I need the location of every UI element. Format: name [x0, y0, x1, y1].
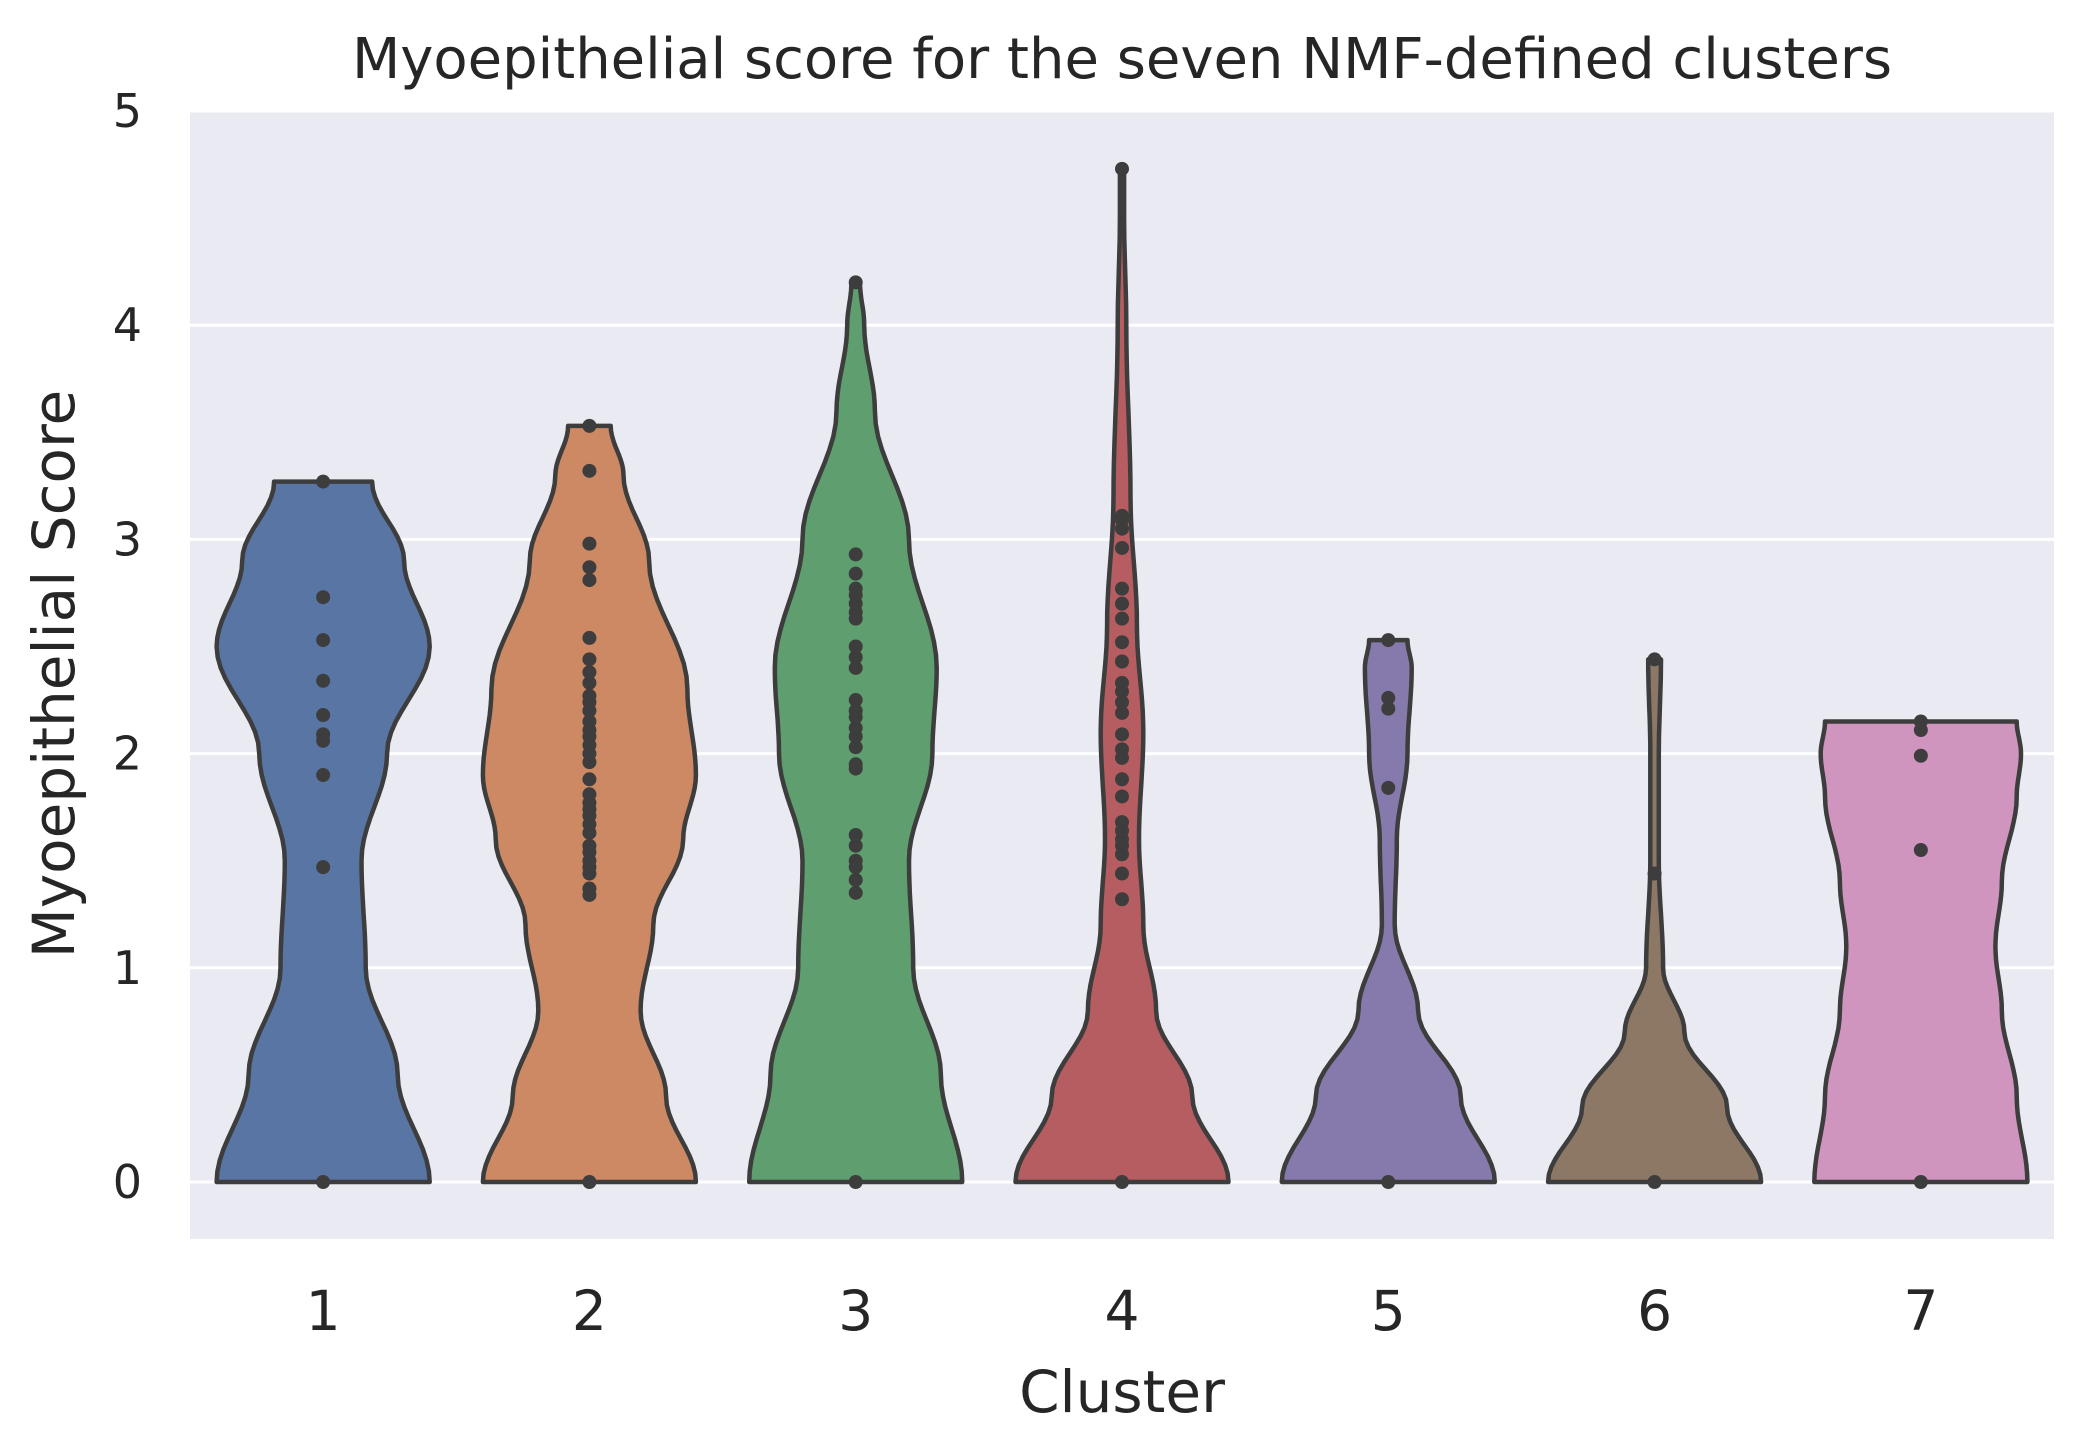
point-cluster-4-20 [1115, 596, 1129, 611]
point-cluster-3-5 [848, 838, 863, 853]
point-cluster-4-25 [1115, 508, 1129, 523]
point-cluster-4-12 [1115, 727, 1129, 742]
point-cluster-3-25 [848, 275, 863, 290]
point-cluster-3-9 [848, 740, 863, 755]
point-cluster-5-4 [1381, 633, 1396, 648]
point-cluster-4-18 [1115, 635, 1129, 650]
point-cluster-5-2 [1381, 701, 1396, 716]
point-cluster-5-0 [1381, 1175, 1396, 1189]
x-axis-label: Cluster [1019, 1358, 1225, 1426]
point-cluster-4-22 [1115, 540, 1129, 555]
y-tick-labels: 0 1 2 3 4 5 [113, 84, 142, 1209]
point-cluster-6-1 [1647, 866, 1662, 881]
point-cluster-3-17 [848, 639, 863, 654]
y-tick-label-3: 3 [113, 512, 142, 566]
point-cluster-5-1 [1381, 780, 1396, 795]
x-tick-label-7: 7 [1903, 1279, 1938, 1343]
y-tick-label-0: 0 [113, 1155, 142, 1209]
y-tick-label-2: 2 [113, 727, 142, 781]
point-cluster-3-16 [848, 650, 863, 665]
point-cluster-1-9 [316, 474, 331, 489]
point-cluster-3-11 [848, 720, 863, 735]
point-cluster-3-14 [848, 693, 863, 708]
point-cluster-2-7 [582, 838, 597, 853]
y-tick-label-4: 4 [113, 298, 142, 352]
point-cluster-4-2 [1115, 866, 1129, 881]
point-cluster-2-30 [582, 536, 597, 551]
x-tick-label-5: 5 [1371, 1279, 1406, 1343]
point-cluster-3-24 [848, 547, 863, 562]
x-tick-labels: 1 2 3 4 5 6 7 [306, 1279, 1939, 1343]
point-cluster-7-0 [1913, 1175, 1928, 1189]
point-cluster-4-9 [1115, 772, 1129, 787]
point-cluster-3-13 [848, 703, 863, 718]
point-cluster-3-22 [848, 581, 863, 596]
point-cluster-4-26 [1115, 161, 1129, 176]
point-cluster-3-23 [848, 566, 863, 581]
point-cluster-4-7 [1115, 815, 1129, 830]
point-cluster-2-26 [582, 652, 597, 667]
point-cluster-2-2 [582, 881, 597, 896]
point-cluster-1-2 [316, 768, 331, 783]
x-tick-label-3: 3 [838, 1279, 873, 1343]
point-cluster-1-6 [316, 673, 331, 688]
y-tick-label-5: 5 [113, 84, 142, 138]
point-cluster-1-5 [316, 708, 331, 723]
point-cluster-2-31 [582, 463, 597, 478]
point-cluster-3-0 [848, 1175, 863, 1189]
point-cluster-3-2 [848, 872, 863, 887]
point-cluster-3-4 [848, 853, 863, 868]
point-cluster-4-11 [1115, 742, 1129, 757]
point-cluster-3-1 [848, 885, 863, 900]
point-cluster-1-7 [316, 633, 331, 648]
violin-cluster-5 [1279, 637, 1498, 1185]
point-cluster-7-1 [1913, 842, 1928, 857]
point-cluster-2-24 [582, 675, 597, 690]
data-points [316, 161, 1928, 1189]
point-cluster-6-2 [1647, 652, 1662, 667]
point-cluster-4-17 [1115, 654, 1129, 669]
point-cluster-2-28 [582, 573, 597, 588]
point-cluster-1-8 [316, 590, 331, 605]
x-tick-label-2: 2 [572, 1279, 607, 1343]
point-cluster-2-32 [582, 418, 597, 433]
point-cluster-4-16 [1115, 675, 1129, 690]
violin-cluster-7 [1812, 719, 2030, 1185]
x-tick-label-4: 4 [1105, 1279, 1140, 1343]
point-cluster-4-19 [1115, 611, 1129, 626]
point-cluster-7-4 [1913, 714, 1928, 729]
point-cluster-4-21 [1115, 581, 1129, 596]
point-cluster-3-6 [848, 827, 863, 842]
point-cluster-4-8 [1115, 789, 1129, 804]
violin-cluster-1 [214, 479, 432, 1185]
y-tick-label-1: 1 [113, 941, 142, 995]
point-cluster-1-0 [316, 1175, 331, 1189]
point-cluster-4-14 [1115, 695, 1129, 710]
point-cluster-4-0 [1115, 1175, 1129, 1189]
point-cluster-2-0 [582, 1175, 597, 1189]
y-axis-label: Myoepithelial Score [20, 390, 88, 958]
point-cluster-2-25 [582, 665, 597, 680]
point-cluster-2-13 [582, 787, 597, 802]
point-cluster-2-29 [582, 560, 597, 575]
point-cluster-1-4 [316, 727, 331, 742]
point-cluster-7-2 [1913, 748, 1928, 763]
x-tick-label-1: 1 [306, 1279, 341, 1343]
point-cluster-2-14 [582, 772, 597, 787]
point-cluster-1-1 [316, 860, 331, 875]
point-cluster-6-0 [1647, 1175, 1662, 1189]
point-cluster-3-15 [848, 660, 863, 675]
point-cluster-4-1 [1115, 892, 1129, 907]
point-cluster-4-13 [1115, 705, 1129, 720]
point-cluster-3-8 [848, 757, 863, 772]
x-tick-label-6: 6 [1637, 1279, 1672, 1343]
chart-title: Myoepithelial score for the seven NMF-de… [352, 27, 1892, 92]
point-cluster-5-3 [1381, 690, 1396, 705]
point-cluster-2-20 [582, 714, 597, 729]
point-cluster-2-27 [582, 630, 597, 645]
point-cluster-2-23 [582, 688, 597, 703]
